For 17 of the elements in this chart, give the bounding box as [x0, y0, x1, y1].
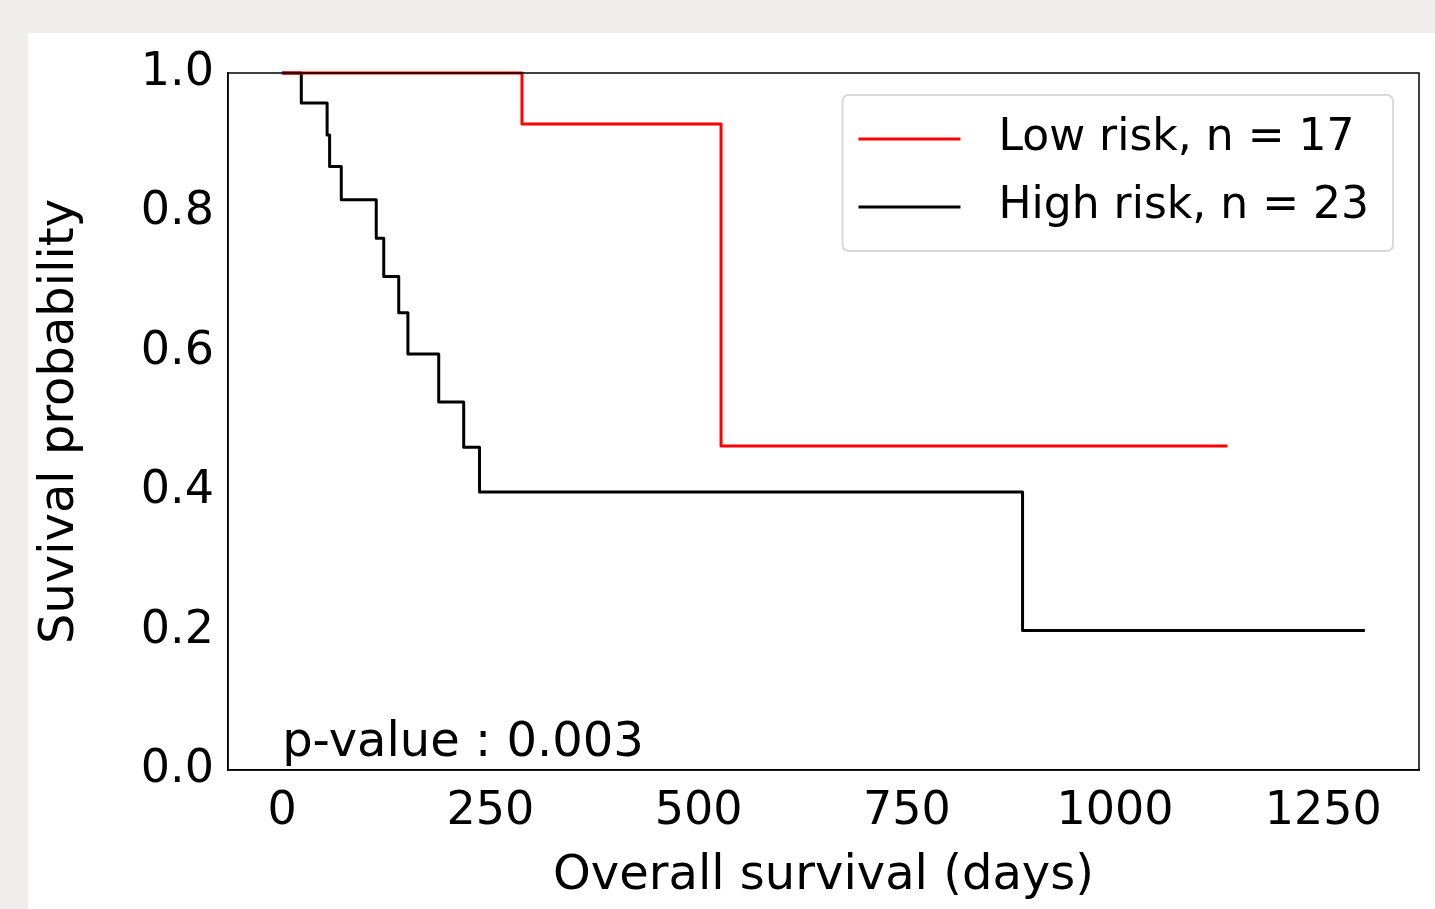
x-tick-label: 0: [267, 780, 297, 835]
y-tick-label: 0.2: [140, 599, 214, 654]
x-tick-label: 1000: [1056, 780, 1174, 835]
legend-label: Low risk, n = 17: [998, 109, 1355, 161]
x-tick-label: 1250: [1264, 780, 1382, 835]
y-tick-label: 0.0: [140, 738, 214, 793]
annotation: p-value : 0.003: [282, 711, 644, 768]
y-tick-label: 0.8: [140, 181, 214, 236]
y-tick-label: 1.0: [140, 41, 214, 96]
x-tick-label: 750: [862, 780, 951, 835]
x-axis-title: Overall survival (days): [553, 843, 1094, 900]
y-tick-label: 0.4: [140, 460, 214, 515]
legend-label: High risk, n = 23: [998, 177, 1370, 229]
y-axis-title: Suvival probability: [28, 198, 85, 645]
x-tick-label: 250: [446, 780, 535, 835]
y-tick-label: 0.6: [140, 320, 214, 375]
x-tick-label: 500: [654, 780, 743, 835]
